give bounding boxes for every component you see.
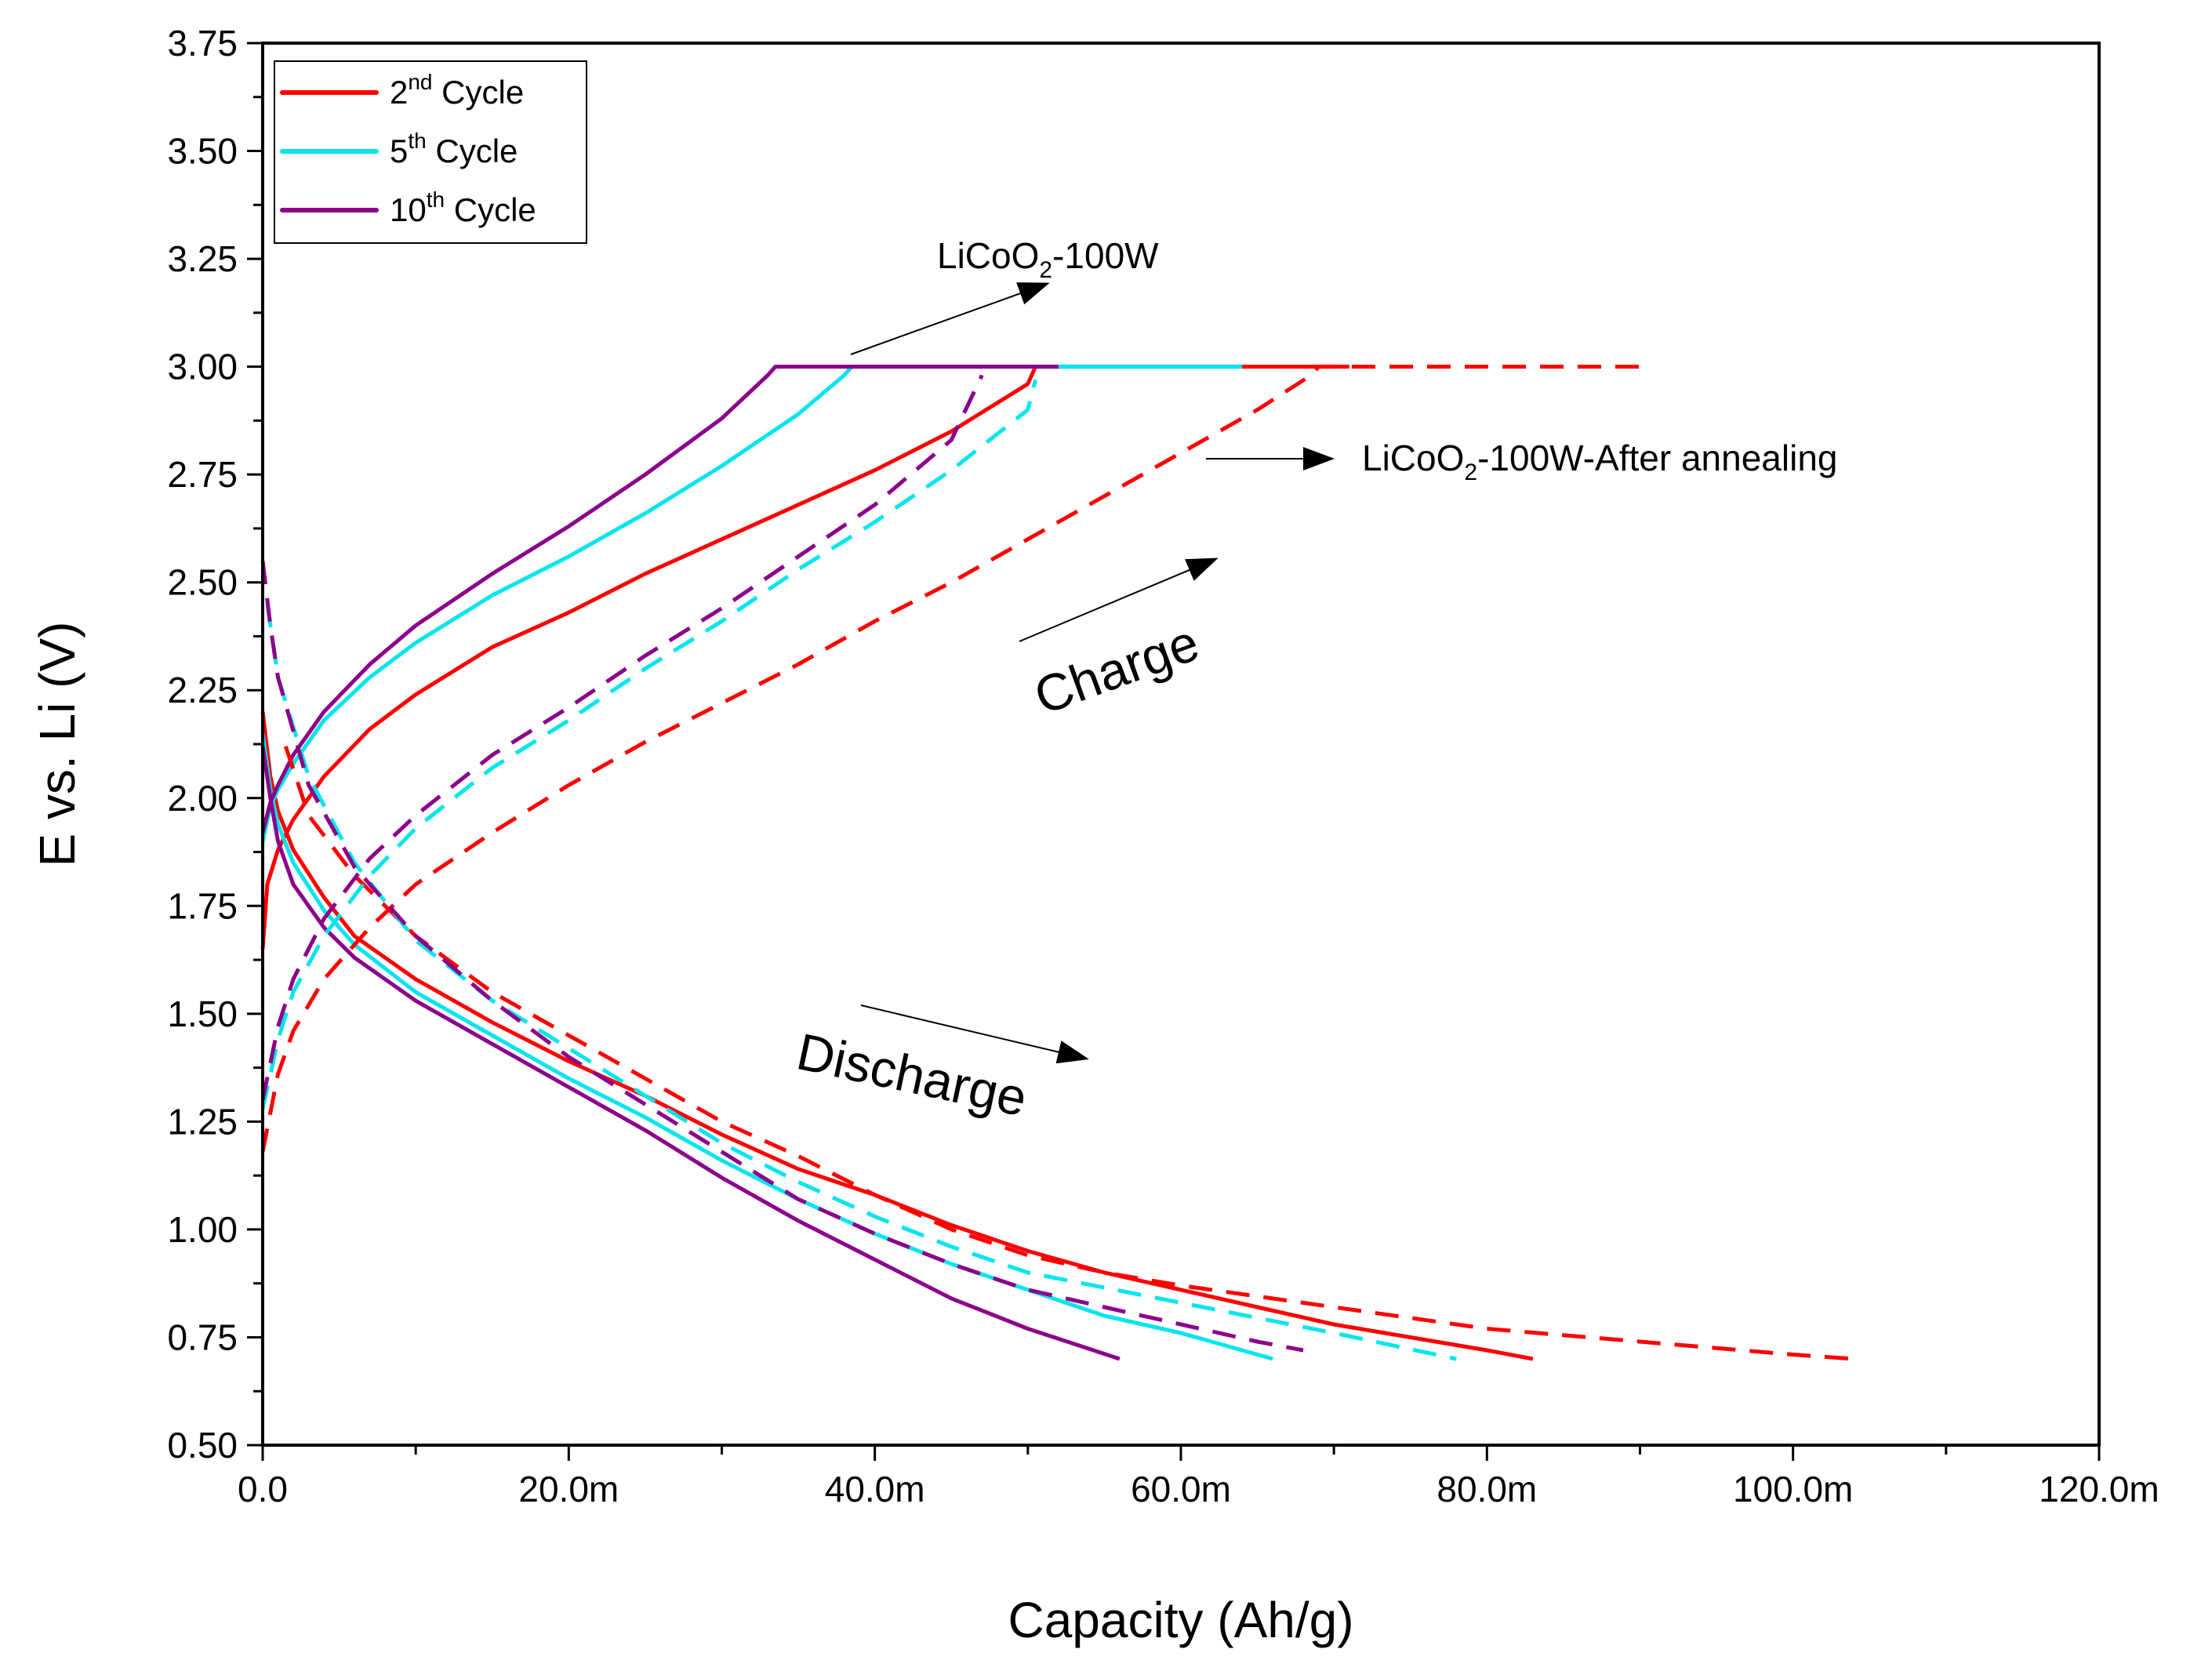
series-layer (260, 365, 1854, 1361)
annotation-lco100w-annealed: LiCoO2-100W-After annealing (1362, 438, 1838, 485)
y-tick-label: 2.75 (167, 454, 238, 495)
series-1-solid-line (260, 711, 1534, 1361)
y-tick-label: 3.75 (167, 23, 238, 64)
series-11-dashed-line (260, 560, 1304, 1353)
y-tick-label: 1.00 (167, 1209, 238, 1250)
annotation-lco100w: LiCoO2-100W (937, 235, 1159, 283)
y-tick-label: 2.25 (167, 670, 238, 710)
x-axis-title: Capacity (Ah/g) (1008, 1592, 1353, 1648)
x-tick-label: 0.0 (238, 1469, 288, 1509)
x-tick-label: 100.0m (1733, 1469, 1853, 1509)
series-4-solid-line (260, 365, 1059, 834)
plot-frame (261, 42, 2101, 1447)
y-axis-title: E vs. Li (V) (29, 622, 85, 867)
series-2-solid-line (260, 365, 1243, 842)
y-tick-label: 0.75 (167, 1317, 238, 1357)
series-5-solid-line (260, 746, 1121, 1361)
annotation-arrow-charge (1019, 558, 1219, 642)
y-tick-label: 3.25 (167, 238, 238, 279)
series-10-dashed-line (260, 374, 984, 1101)
annotation-arrow-lco100w (850, 282, 1050, 355)
x-tick-label: 120.0m (2039, 1469, 2159, 1509)
legend: 2nd Cycle 5th Cycle 10th Cycle (274, 60, 587, 244)
series-0-solid-line (260, 365, 1349, 950)
annotation-arrow-discharge (860, 1004, 1089, 1064)
y-tick-label: 2.50 (167, 562, 238, 603)
y-tick-label: 2.00 (167, 778, 238, 819)
y-tick-label: 3.00 (167, 347, 238, 387)
y-tick-label: 1.75 (167, 885, 238, 926)
y-tick-label: 3.50 (167, 131, 238, 172)
series-9-dashed-line (265, 603, 1457, 1361)
x-tick-label: 40.0m (825, 1469, 925, 1509)
y-tick-label: 0.50 (167, 1425, 238, 1466)
y-tick-label: 1.25 (167, 1101, 238, 1142)
legend-label-2nd-cycle: 2nd Cycle (390, 70, 524, 111)
legend-label-10th-cycle: 10th Cycle (390, 187, 536, 228)
x-tick-label: 80.0m (1437, 1469, 1537, 1509)
ticks-layer: 0.0 20.0m 40.0m 60.0m 80.0m 100.0m 120.0m 0.50 0… (167, 23, 2159, 1509)
legend-label-5th-cycle: 5th Cycle (390, 129, 518, 169)
series-6-dashed-line (260, 365, 1640, 1153)
x-tick-label: 20.0m (518, 1469, 619, 1509)
x-tick-label: 60.0m (1131, 1469, 1231, 1509)
y-tick-label: 1.50 (167, 993, 238, 1034)
